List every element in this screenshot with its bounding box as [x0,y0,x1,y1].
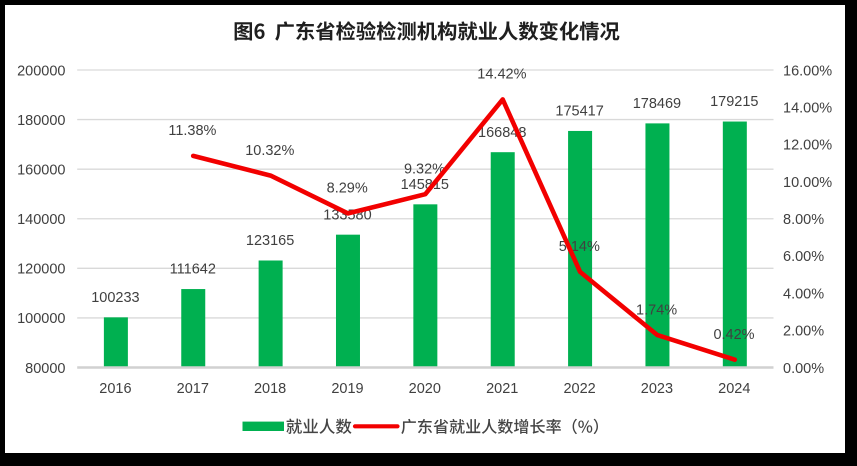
svg-text:178469: 178469 [633,96,681,112]
svg-text:180000: 180000 [17,113,65,129]
svg-text:2020: 2020 [409,381,441,397]
svg-text:12.00%: 12.00% [783,138,832,154]
svg-text:14.00%: 14.00% [783,101,832,117]
svg-text:10.32%: 10.32% [245,143,294,159]
svg-text:123165: 123165 [246,233,294,249]
svg-text:14.42%: 14.42% [477,67,526,83]
svg-text:11.38%: 11.38% [168,123,216,139]
svg-text:8.29%: 8.29% [327,181,368,197]
svg-text:2018: 2018 [254,381,286,397]
svg-text:2022: 2022 [563,381,595,397]
svg-text:200000: 200000 [17,63,65,79]
svg-text:179215: 179215 [710,94,758,110]
svg-text:10.00%: 10.00% [783,175,832,191]
svg-text:2023: 2023 [641,381,673,397]
svg-text:2016: 2016 [99,381,131,397]
svg-text:120000: 120000 [17,262,65,278]
svg-text:2021: 2021 [486,381,518,397]
svg-text:80000: 80000 [25,361,65,377]
svg-text:2019: 2019 [331,381,363,397]
svg-text:2017: 2017 [177,381,209,397]
svg-text:175417: 175417 [555,104,603,120]
svg-text:9.32%: 9.32% [404,162,445,178]
svg-text:16.00%: 16.00% [783,63,832,79]
svg-text:145815: 145815 [401,177,449,193]
svg-text:100000: 100000 [17,311,65,327]
svg-text:2.00%: 2.00% [783,324,824,340]
svg-text:2024: 2024 [718,381,750,397]
svg-text:100233: 100233 [91,290,139,306]
svg-text:140000: 140000 [17,212,65,228]
svg-text:0.42%: 0.42% [713,327,754,343]
svg-text:160000: 160000 [17,163,65,179]
svg-text:111642: 111642 [170,262,216,278]
svg-text:1.74%: 1.74% [636,302,677,318]
svg-text:4.00%: 4.00% [783,286,824,302]
svg-text:0.00%: 0.00% [783,361,824,377]
svg-text:6.00%: 6.00% [783,249,824,265]
svg-text:8.00%: 8.00% [783,212,824,228]
